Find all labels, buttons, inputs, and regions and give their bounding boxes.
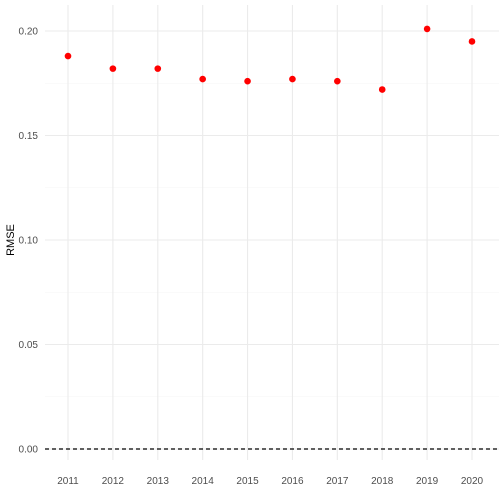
data-point	[289, 75, 296, 83]
data-point	[423, 25, 431, 33]
x-tick-label: 2014	[192, 476, 215, 487]
x-tick-label: 2017	[326, 476, 349, 487]
x-tick-label: 2020	[461, 476, 484, 487]
y-axis-title: RMSE	[5, 224, 17, 256]
y-tick-label: 0.05	[19, 340, 39, 351]
data-points	[64, 25, 476, 93]
data-point	[334, 77, 341, 85]
x-tick-label: 2016	[281, 476, 304, 487]
y-tick-label: 0.00	[19, 445, 39, 456]
x-tick-label: 2013	[147, 476, 170, 487]
grid-lines	[45, 5, 499, 460]
x-tick-label: 2015	[236, 476, 259, 487]
data-point	[468, 38, 476, 45]
data-point	[199, 75, 206, 83]
x-tick-label: 2019	[416, 476, 439, 487]
data-point	[378, 86, 386, 93]
data-point	[64, 52, 72, 60]
y-axis-tick-labels: 0.00 0.05 0.10 0.15 0.20	[19, 27, 39, 456]
data-point	[109, 65, 117, 72]
x-tick-label: 2012	[102, 476, 125, 487]
x-axis-tick-labels: 2011 2012 2013 2014 2015 2016 2017 2018 2019 2020	[57, 476, 483, 487]
x-tick-label: 2018	[371, 476, 394, 487]
data-point	[154, 65, 162, 72]
y-tick-label: 0.15	[19, 131, 39, 142]
x-tick-label: 2011	[57, 476, 79, 487]
y-tick-label: 0.10	[19, 236, 39, 247]
y-tick-label: 0.20	[19, 27, 39, 38]
data-point	[244, 77, 251, 85]
